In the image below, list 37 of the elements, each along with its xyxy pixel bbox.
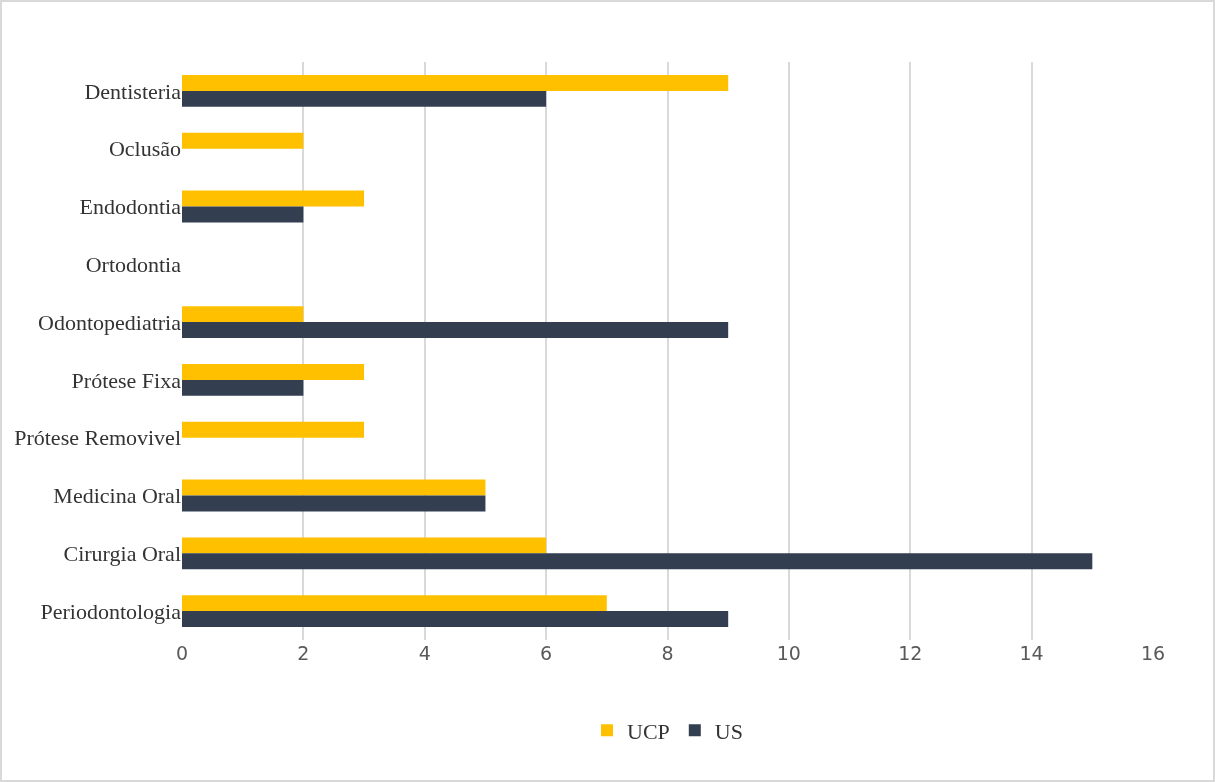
bar xyxy=(182,322,729,338)
y-tick-label: Periodontologia xyxy=(40,598,182,624)
y-tick-label: Cirurgia Oral xyxy=(63,541,181,566)
bar xyxy=(182,495,486,512)
x-tick-label: 16 xyxy=(1140,642,1166,664)
y-tick-label: Odontopediatria xyxy=(38,309,182,335)
bar xyxy=(182,75,729,91)
x-tick-label: 0 xyxy=(175,642,189,664)
bar xyxy=(182,364,365,380)
y-tick-label: Oclusão xyxy=(108,136,181,162)
y-tick-label: Prótese Removivel xyxy=(14,425,181,451)
x-tick-label: 10 xyxy=(776,642,801,664)
legend-label: UCP xyxy=(627,718,670,744)
bar xyxy=(182,421,365,438)
x-tick-label: 8 xyxy=(661,642,674,664)
bar xyxy=(182,595,607,612)
y-tick-label: Ortodontia xyxy=(85,252,182,277)
bar xyxy=(182,379,304,396)
bar xyxy=(182,190,365,207)
bar xyxy=(182,132,304,149)
bar xyxy=(182,306,304,323)
y-tick-label: Dentisteria xyxy=(84,78,182,104)
x-tick-label: 14 xyxy=(1019,642,1044,664)
x-tick-label: 2 xyxy=(297,642,310,664)
legend-label: US xyxy=(714,718,743,744)
y-tick-label: Medicina Oral xyxy=(53,483,181,509)
x-tick-label: 4 xyxy=(418,642,431,664)
bar xyxy=(182,553,1093,570)
y-tick-label: Endodontia xyxy=(79,194,182,220)
x-tick-label: 6 xyxy=(540,642,553,664)
bar xyxy=(182,90,547,107)
x-tick-label: 12 xyxy=(898,642,923,664)
bar xyxy=(182,537,547,554)
bar xyxy=(182,206,304,223)
bar xyxy=(182,479,486,496)
y-tick-label: Prótese Fixa xyxy=(71,367,182,393)
bar xyxy=(182,611,729,627)
